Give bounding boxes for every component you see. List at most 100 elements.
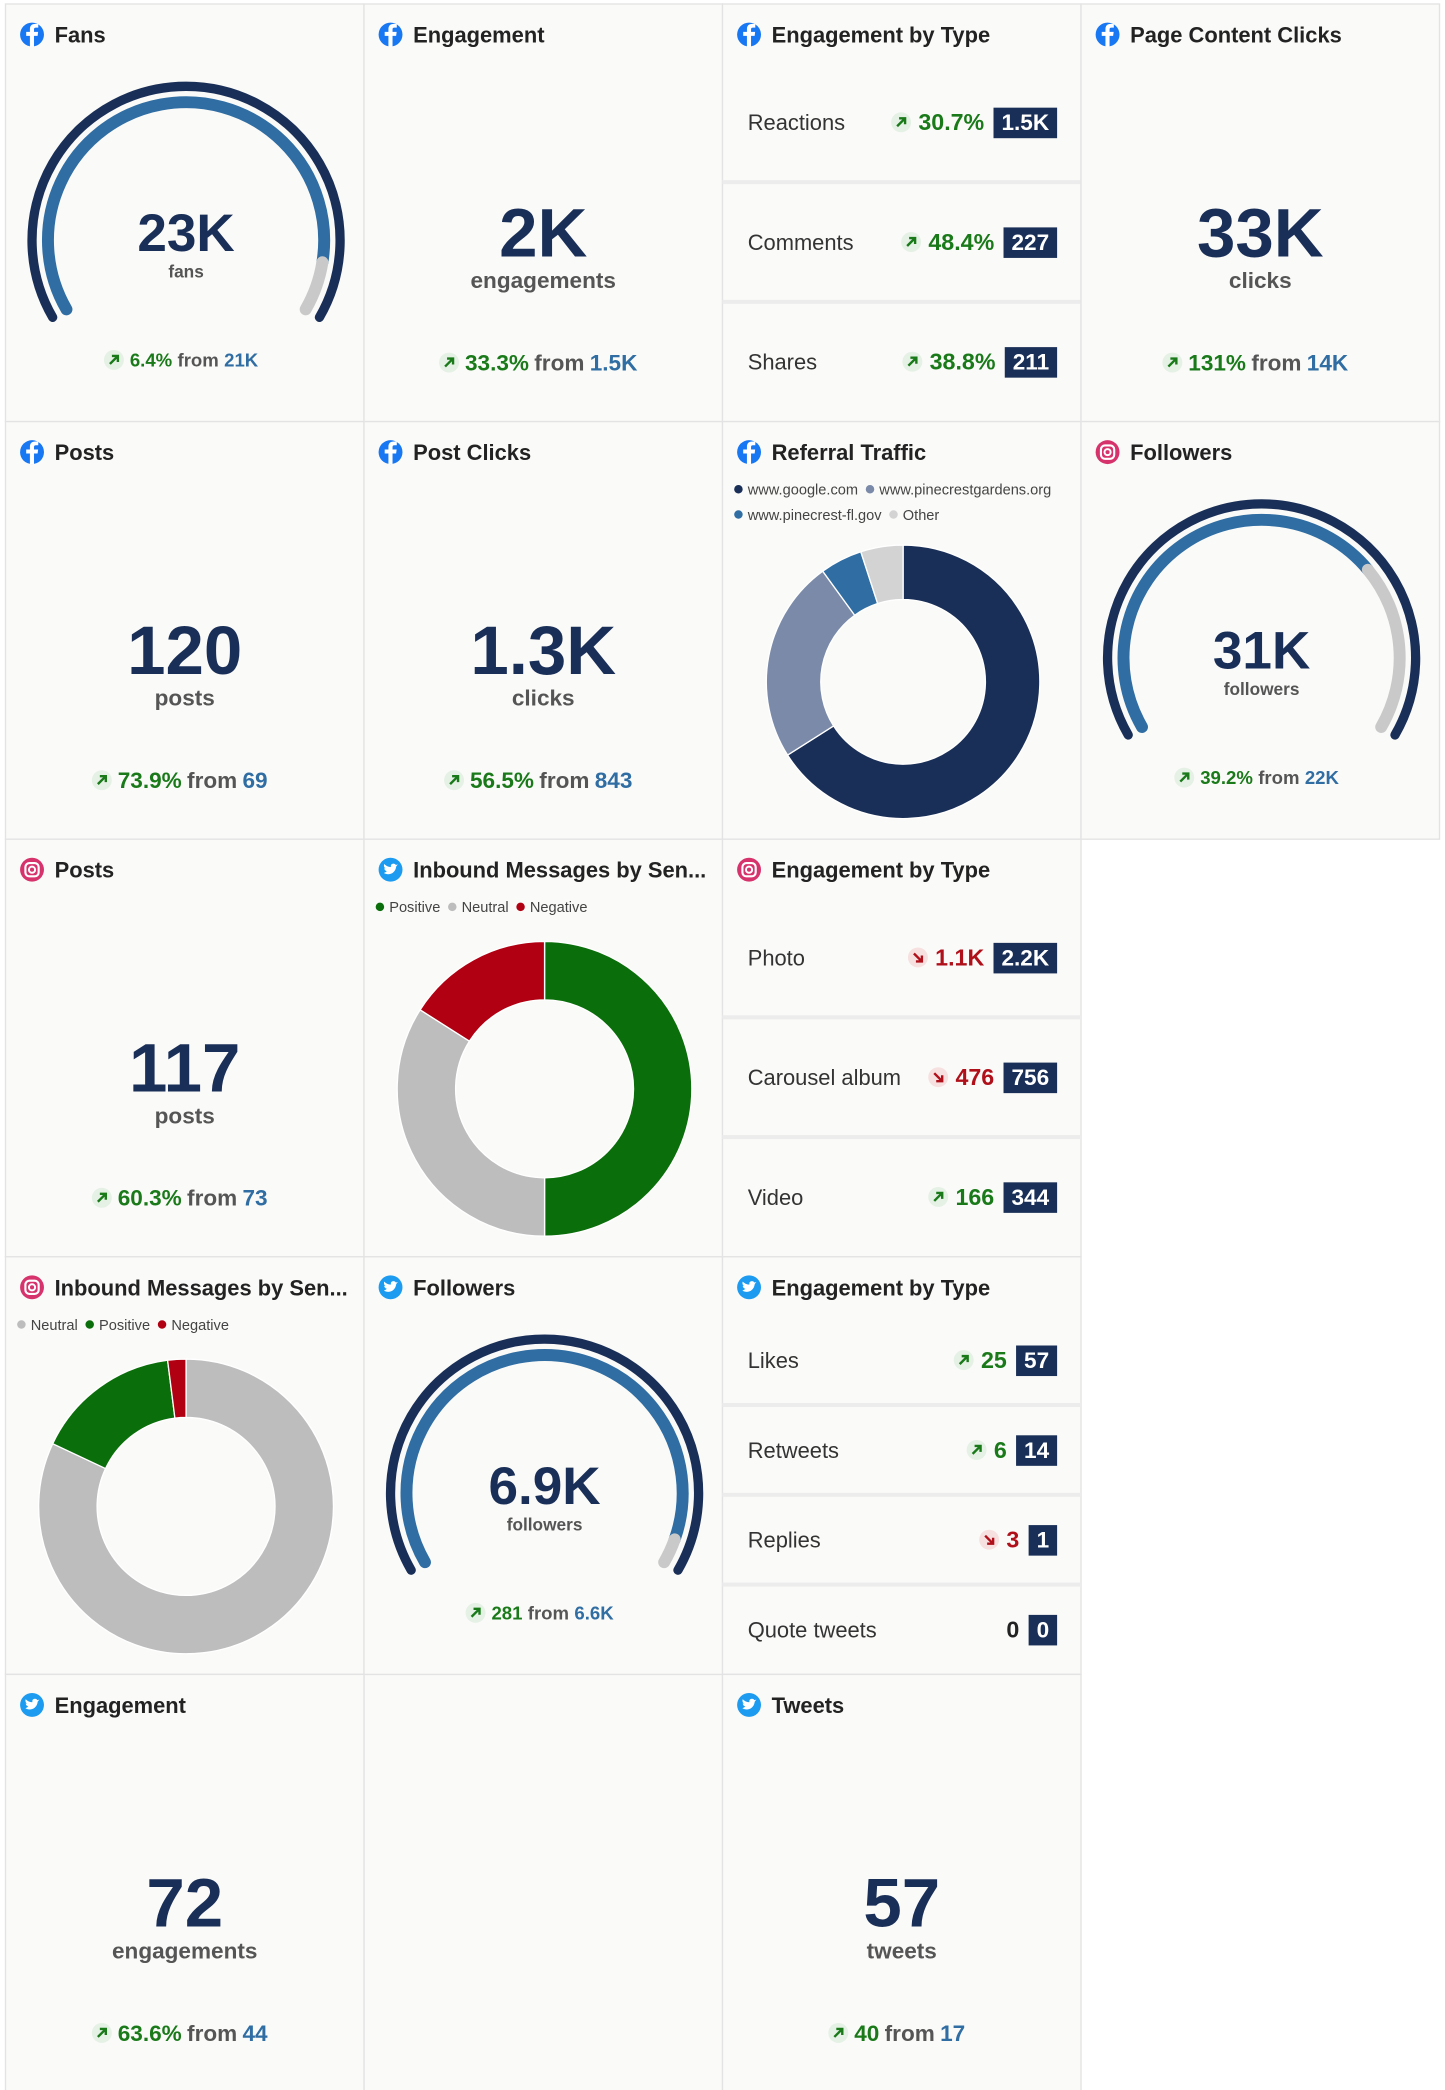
instagram-icon [737,857,762,882]
twitter-bird [742,1698,757,1710]
row-total-box [1003,1062,1058,1094]
row-change: 476 [955,1064,994,1090]
row-name: Retweets [748,1438,839,1463]
from-label: from [528,1602,569,1623]
gauge-value: 31K [1213,622,1310,681]
metric-value: 120 [127,611,242,689]
previous-value: 22K [1305,767,1340,788]
from-label: from [187,2021,237,2046]
legend-dot [516,902,525,912]
gauge-unit: followers [1224,679,1300,699]
instagram-lens [27,1283,37,1292]
row-total: 211 [1013,350,1049,375]
previous-value: 69 [243,768,268,793]
legend-label: Negative [530,900,588,916]
row-total: 227 [1011,230,1049,255]
gauge-previous-arc [42,96,331,316]
from-label: from [187,768,237,793]
network-icon [378,440,403,465]
trend-arrow-glyph [896,117,907,128]
card [1080,420,1441,840]
trend-arrow [902,351,923,372]
trend-arrow-glyph [906,236,917,247]
facebook-f [26,23,39,47]
change-value: 73.9% [118,768,182,793]
previous-value: 44 [243,2021,269,2046]
legend-dot [157,1320,167,1329]
row-name: Photo [748,945,805,970]
card-title: Inbound Messages by Sen... [55,1275,348,1300]
gauge-growth-arc [299,256,329,316]
metric-value: 72 [146,1864,223,1942]
network-icon [378,1275,403,1300]
network-icon [737,1275,762,1300]
row-total-box [1028,1525,1058,1556]
row-total: 344 [1011,1185,1049,1210]
row-name: Shares [748,350,817,375]
legend-label: Neutral [31,1318,78,1334]
trend-arrow-glyph [907,356,918,367]
legend-label: Positive [99,1318,150,1334]
network-icon [20,1275,44,1300]
change-value: 6.4% [130,349,173,370]
trend-arrow-glyph [833,2027,844,2038]
change-value: 281 [491,1602,522,1623]
row-separator [722,299,1082,304]
trend-arrow-glyph [1167,357,1178,368]
row-total-box [1028,1614,1058,1646]
donut-segment [38,1358,335,1655]
row-name: Video [748,1185,804,1210]
card-title: Engagement [413,22,545,47]
change-line: 39.2% from 22K [1200,767,1339,788]
gauge-growth-arc [658,1533,681,1569]
change-line: 6.4% from 21K [130,349,259,370]
trend-arrow [91,770,112,791]
twitter-bird [25,1698,40,1710]
card-title: Followers [1130,440,1232,465]
instagram-frame [24,1279,40,1296]
twitter-bird [742,1281,757,1292]
card [363,420,724,840]
row-total-box [993,942,1058,974]
facebook-f [743,441,756,465]
donut-segment [859,544,904,605]
trend-arrow [891,112,912,133]
card-title: Followers [413,1275,515,1300]
empty-card [363,1673,724,2090]
row-change: 38.8% [930,349,996,375]
row-separator [722,1015,1082,1020]
row-separator [722,1135,1082,1140]
row-total-box [1016,1345,1058,1377]
row-total-box [1016,1435,1058,1466]
facebook-f [384,23,397,47]
previous-value: 14K [1307,350,1349,375]
previous-value: 73 [243,1186,268,1211]
trend-arrow-glyph [109,354,120,365]
trend-arrow [979,1529,1000,1550]
trend-arrow [828,2023,849,2043]
row-total-box [1004,347,1058,378]
network-icon [20,440,44,465]
network-icon [378,22,403,47]
metric-value: 117 [129,1028,240,1106]
trend-arrow-glyph [913,952,924,963]
metric-unit: posts [155,686,215,711]
card [4,838,365,1258]
donut-segment [419,940,546,1043]
from-label: from [1251,350,1301,375]
trend-arrow-glyph [933,1072,944,1083]
row-change: 1.1K [935,944,984,970]
row-total-box [1003,227,1058,258]
donut-segment [543,940,693,1237]
from-label: from [539,768,589,793]
card-title: Engagement by Type [772,1275,991,1300]
metric-unit: tweets [867,1939,937,1964]
card [4,1673,365,2090]
trend-arrow [953,1350,974,1371]
legend-label: Negative [171,1318,229,1334]
trend-arrow-glyph [984,1534,995,1545]
previous-value: 1.5K [590,350,638,375]
legend-label: Other [903,508,940,524]
trend-arrow-glyph [97,1192,108,1203]
from-label: from [178,349,219,370]
